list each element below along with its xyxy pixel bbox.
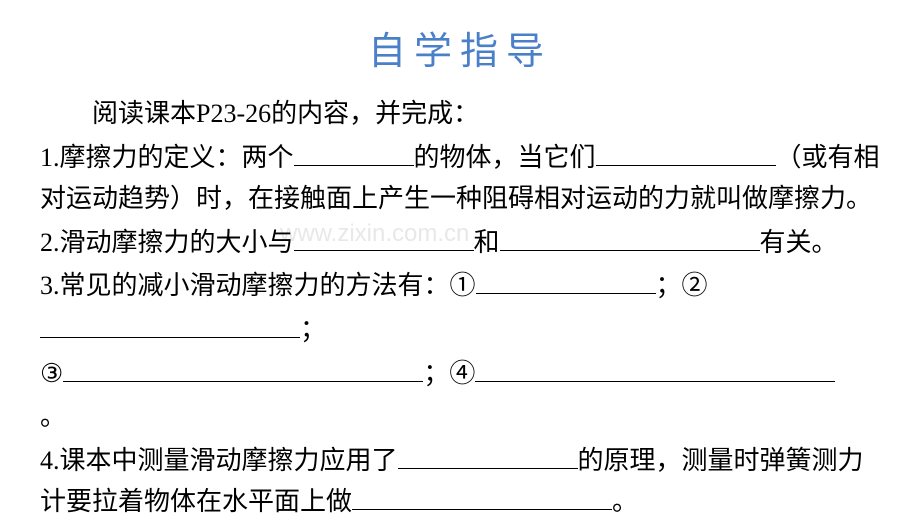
question-4: 4.课本中测量滑动摩擦力应用了的原理，测量时弹簧测力计要拉着物体在水平面上做。 <box>40 440 880 523</box>
q3-text-4: ③ <box>40 359 63 388</box>
q1-text-2: 的物体，当它们 <box>414 143 596 172</box>
q1-text-1: 1.摩擦力的定义：两个 <box>40 143 294 172</box>
question-3-line4: 。 <box>40 396 880 438</box>
q2-text-1: 2.滑动摩擦力的大小与 <box>40 228 294 257</box>
blank-fill <box>476 268 656 294</box>
q3-text-3: ； <box>300 315 326 344</box>
q3-text-1: 3.常见的减小滑动摩擦力的方法有：① <box>40 271 476 300</box>
blank-fill <box>398 443 578 469</box>
blank-fill <box>475 356 835 382</box>
question-3: 3.常见的减小滑动摩擦力的方法有：① ；② <box>40 265 880 307</box>
q2-text-3: 有关。 <box>760 228 838 257</box>
question-1: 1.摩擦力的定义：两个的物体，当它们（或有相对运动趋势）时，在接触面上产生一种阻… <box>40 137 880 220</box>
q3-text-2: ；② <box>656 271 708 300</box>
page-title: 自学指导 <box>40 20 880 75</box>
blank-fill <box>294 225 474 251</box>
blank-fill <box>63 356 423 382</box>
q3-text-6: 。 <box>40 402 66 431</box>
question-2: 2.滑动摩擦力的大小与 和 有关。 <box>40 222 880 264</box>
q4-text-3: 。 <box>612 487 638 516</box>
q4-text-1: 4.课本中测量滑动摩擦力应用了 <box>40 446 398 475</box>
blank-fill <box>500 225 760 251</box>
blank-fill <box>40 312 300 338</box>
blank-fill <box>352 484 612 510</box>
blank-fill <box>596 140 776 166</box>
q3-text-5: ；④ <box>423 359 475 388</box>
instruction-text: 阅读课本P23-26的内容，并完成： <box>40 93 880 135</box>
question-3-line2: ； <box>40 309 880 351</box>
q2-text-2: 和 <box>474 228 500 257</box>
blank-fill <box>294 140 414 166</box>
question-3-line3: ③ ；④ <box>40 353 880 395</box>
